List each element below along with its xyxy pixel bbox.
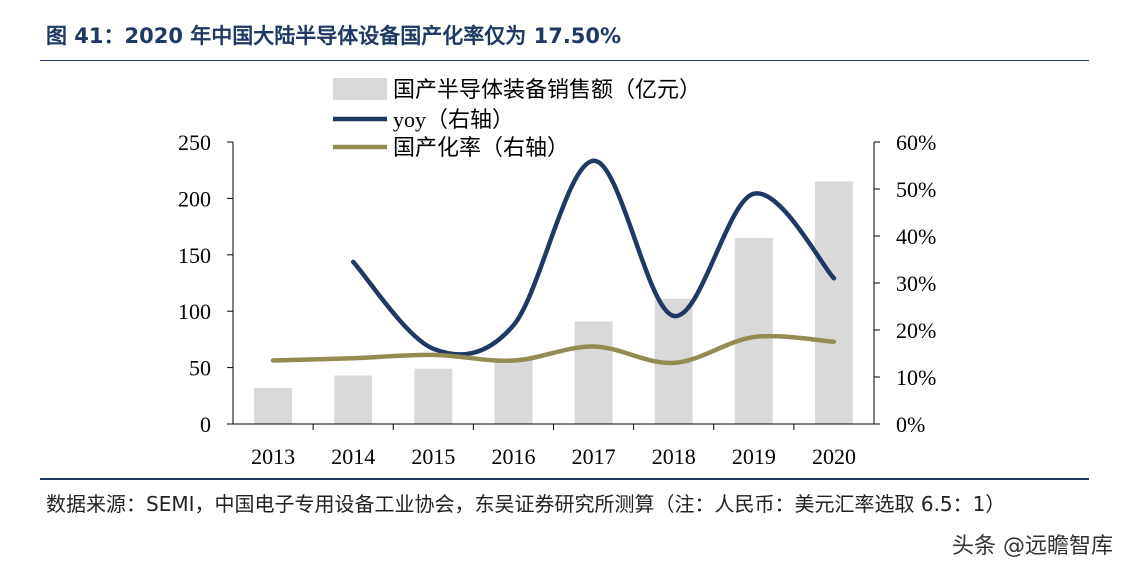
legend-label: 国产化率（右轴） <box>393 135 569 160</box>
left-tick-label: 0 <box>200 412 211 437</box>
source-divider <box>40 478 1089 480</box>
bar-2017 <box>574 321 613 424</box>
left-tick-label: 100 <box>178 299 211 324</box>
bar-2013 <box>254 387 293 424</box>
lines-layer <box>270 158 837 366</box>
combo-chart: 0 50 100 150 200 250 0% 10% 20% 30% 40% 50% 60% 2013 2… <box>178 77 936 469</box>
x-tick-label: 2015 <box>411 444 455 469</box>
yoy-line <box>350 158 837 357</box>
right-tick-label: 60% <box>896 130 936 155</box>
right-tick-label: 30% <box>896 271 936 296</box>
bar-2019 <box>734 237 773 424</box>
bar-2016 <box>494 359 533 424</box>
x-tick-label: 2013 <box>251 444 295 469</box>
bar-2020 <box>814 181 853 424</box>
x-tick-label: 2016 <box>491 444 535 469</box>
right-tick-label: 10% <box>896 365 936 390</box>
axes-layer: 0 50 100 150 200 250 0% 10% 20% 30% 40% 50% 60% 2013 2… <box>178 130 936 469</box>
left-tick-label: 250 <box>178 130 211 155</box>
x-tick-label: 2020 <box>812 444 856 469</box>
figure-title: 图 41：2020 年中国大陆半导体设备国产化率仅为 17.50% <box>46 24 622 48</box>
legend-swatch-sales <box>333 78 387 100</box>
title-divider <box>40 60 1089 61</box>
left-tick-label: 50 <box>189 356 211 381</box>
legend-label: 国产半导体装备销售额（亿元） <box>393 77 701 102</box>
right-tick-label: 50% <box>896 177 936 202</box>
bars-layer <box>254 181 853 424</box>
bar-2014 <box>334 375 373 424</box>
x-tick-label: 2014 <box>331 444 375 469</box>
x-tick-label: 2018 <box>652 444 696 469</box>
left-tick-label: 150 <box>178 243 211 268</box>
legend-label: yoy（右轴） <box>393 107 514 132</box>
x-tick-label: 2017 <box>572 444 616 469</box>
x-tick-label: 2019 <box>732 444 776 469</box>
right-tick-label: 20% <box>896 318 936 343</box>
left-tick-label: 200 <box>178 186 211 211</box>
source-note: 数据来源：SEMI，中国电子专用设备工业协会，东吴证券研究所测算（注：人民币：美… <box>46 492 1006 516</box>
legend: 国产半导体装备销售额（亿元） yoy（右轴） 国产化率（右轴） <box>333 77 701 160</box>
right-tick-label: 0% <box>896 412 925 437</box>
bar-2015 <box>414 368 453 424</box>
watermark: 头条 @远瞻智库 <box>952 534 1113 559</box>
localization-rate-line <box>270 333 837 366</box>
right-tick-label: 40% <box>896 224 936 249</box>
